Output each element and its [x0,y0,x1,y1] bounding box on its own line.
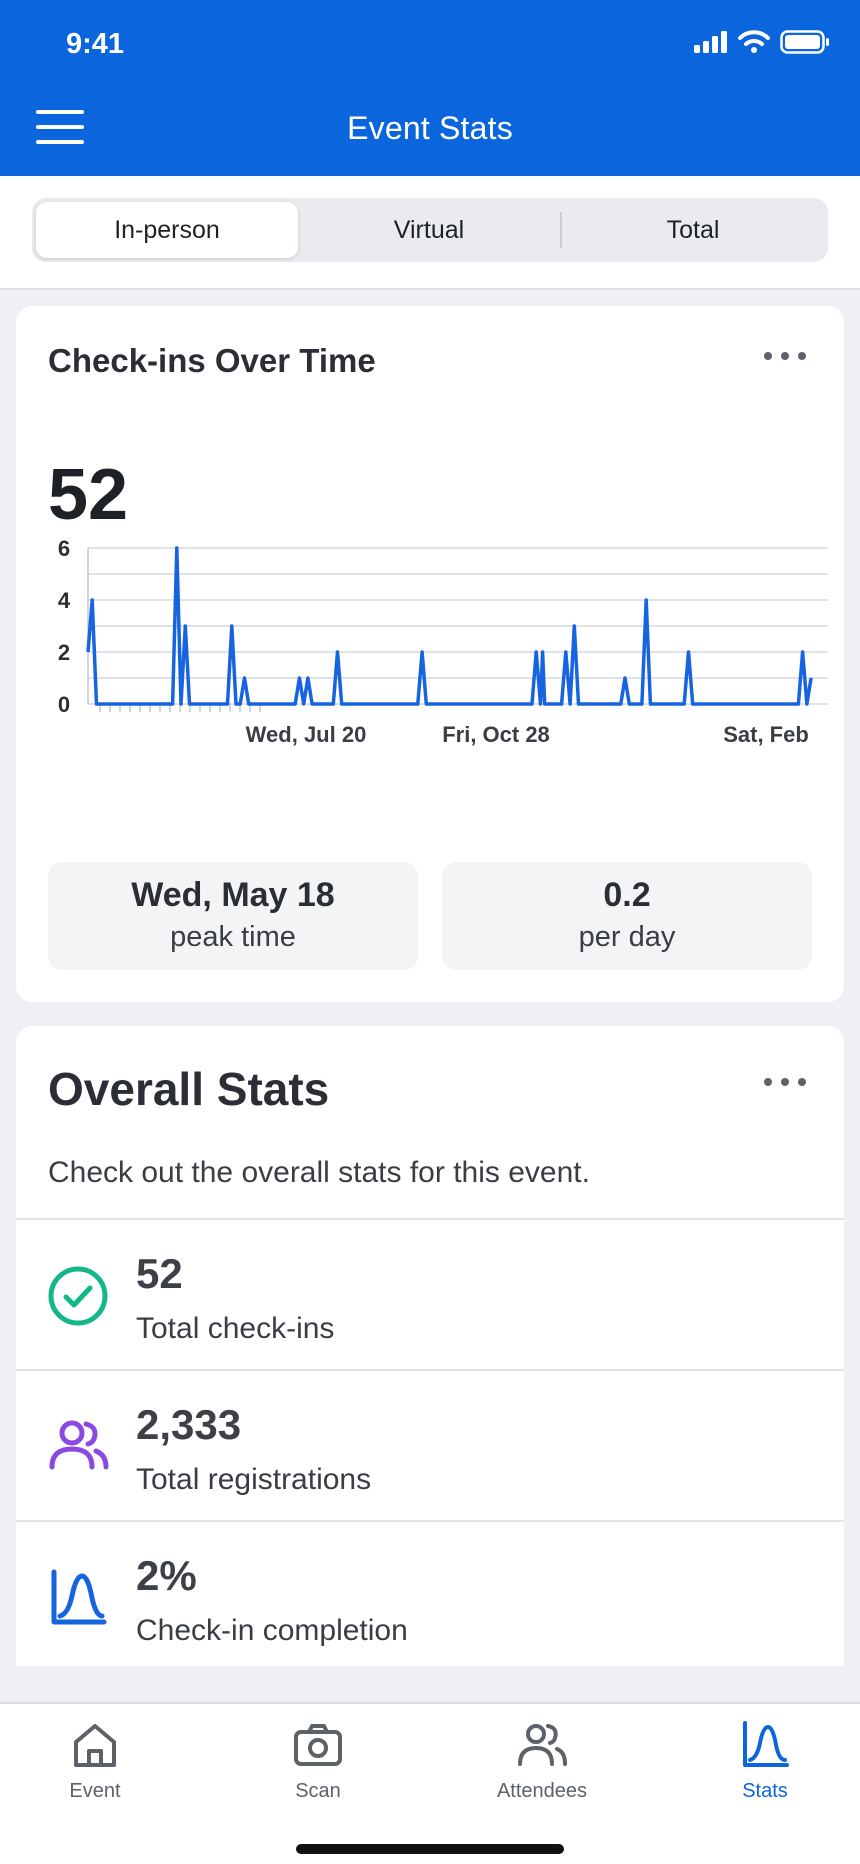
status-time: 9:41 [66,28,125,60]
checkins-chart: 0 2 4 6 Wed, Jul 20 Fri, Oct 28 Sat, Feb [26,536,834,756]
stat-row-registrations: 2,333 Total registrations [16,1369,844,1519]
tab-label: Attendees [496,1780,588,1802]
segment-virtual[interactable]: Virtual [393,215,465,244]
checkins-card-title: Check-ins Over Time [48,342,376,379]
series-line [86,546,813,706]
x-tick-label: Sat, Feb [723,722,809,747]
overall-stats-card: Overall Stats Check out the overall stat… [16,1026,844,1666]
segment-in-person[interactable]: In-person [36,202,298,258]
tab-scan[interactable]: Scan [228,1718,408,1803]
y-tick-label: 2 [58,640,70,665]
per-day-value: 0.2 [603,876,651,914]
users-icon [518,1724,567,1766]
hamburger-menu-icon[interactable] [36,110,84,144]
stat-label: Check-in completion [136,1614,408,1647]
more-options-icon[interactable] [764,1078,806,1090]
checkins-total: 52 [48,455,129,535]
tab-label: Scan [295,1780,341,1802]
chart-curve-icon [51,1569,107,1625]
peak-time-box: Wed, May 18 peak time [48,862,418,970]
segment-bar: In-person Virtual Total [0,176,860,290]
segmented-control: In-person Virtual Total [32,198,828,262]
y-tick-label: 0 [58,692,70,717]
stat-row-checkins: 52 Total check-ins [16,1218,844,1368]
home-icon [74,1724,116,1767]
page-title: Event Stats [347,110,513,146]
tab-attendees[interactable]: Attendees [452,1718,632,1803]
tab-label: Stats [742,1780,788,1802]
stat-value: 2,333 [136,1401,242,1448]
overall-stats-description: Check out the overall stats for this eve… [48,1156,590,1189]
app-header: 9:41 Event Stats [0,0,860,176]
tab-event[interactable]: Event [5,1718,185,1803]
y-tick-label: 4 [58,588,71,613]
stat-value: 2% [136,1552,197,1599]
stat-label: Total check-ins [136,1312,335,1345]
peak-time-label: peak time [170,921,296,953]
overall-stats-title: Overall Stats [48,1063,330,1115]
bottom-tab-bar: Event Scan Attendees Stats [0,1702,860,1864]
x-tick-label: Wed, Jul 20 [246,722,367,747]
home-indicator [296,1844,564,1854]
segment-divider [560,212,562,248]
check-circle-icon [48,1266,108,1326]
battery-icon [780,30,829,54]
stat-label: Total registrations [136,1463,372,1496]
signal-icon [694,31,727,53]
stat-value: 52 [136,1250,183,1297]
wifi-icon [738,30,770,53]
chart-curve-icon [743,1721,789,1767]
peak-time-value: Wed, May 18 [131,876,335,914]
users-icon [49,1420,109,1470]
camera-icon [294,1724,342,1766]
per-day-label: per day [578,921,676,953]
stat-row-completion: 2% Check-in completion [16,1520,844,1666]
x-tick-label: Fri, Oct 28 [442,722,550,747]
status-icons [694,30,830,54]
more-options-icon[interactable] [764,352,806,364]
segment-total[interactable]: Total [666,215,720,244]
checkins-line-chart: 0 2 4 6 Wed, Jul 20 Fri, Oct 28 Sat, Feb [58,536,828,747]
y-tick-label: 6 [58,536,70,561]
checkins-card: Check-ins Over Time 52 0 2 4 6 Wed, Jul 20 Fr… [16,306,844,1002]
tab-label: Event [69,1780,121,1802]
per-day-box: 0.2 per day [442,862,812,970]
tab-stats[interactable]: Stats [675,1718,855,1803]
